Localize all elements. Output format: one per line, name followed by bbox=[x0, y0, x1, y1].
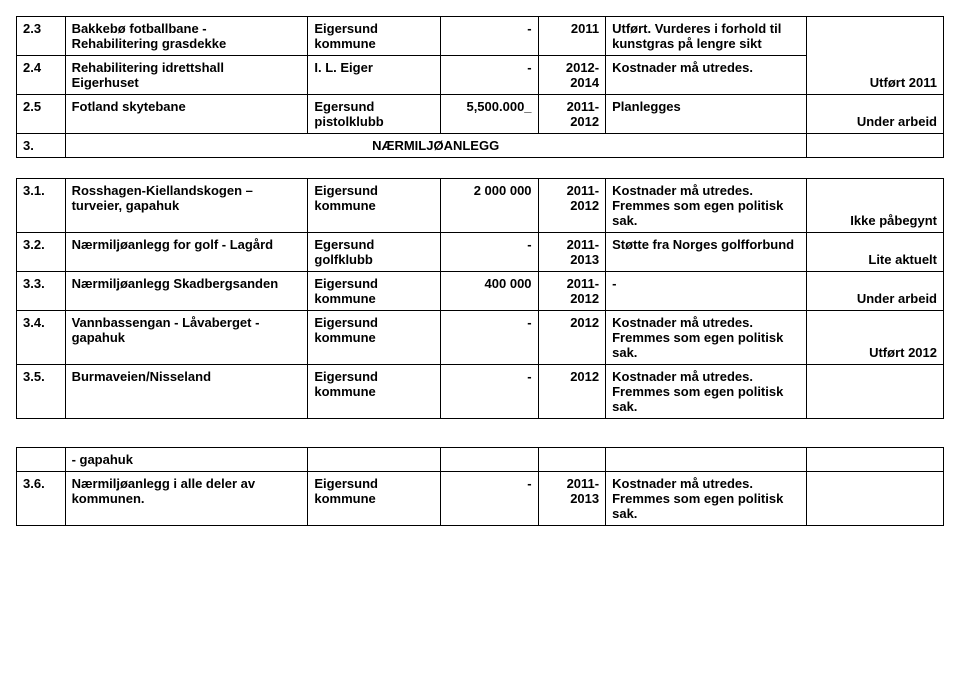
row-amt: - bbox=[441, 56, 538, 95]
row-status: Utført 2012 bbox=[806, 311, 943, 365]
row-org: Eigersund kommune bbox=[308, 472, 441, 526]
row-desc: Nærmiljøanlegg i alle deler av kommunen. bbox=[65, 472, 308, 526]
row-num: 3.4. bbox=[17, 311, 66, 365]
row-year: 2011-2012 bbox=[538, 95, 606, 134]
row-desc: Burmaveien/Nisseland bbox=[65, 365, 308, 419]
row-amt: 400 000 bbox=[441, 272, 538, 311]
row-note: Støtte fra Norges golfforbund bbox=[606, 233, 807, 272]
row-num: 3.1. bbox=[17, 179, 66, 233]
row-amt: - bbox=[441, 233, 538, 272]
row-amt: - bbox=[441, 365, 538, 419]
row-note: Kostnader må utredes. Fremmes som egen p… bbox=[606, 365, 807, 419]
row-org: Eigersund kommune bbox=[308, 179, 441, 233]
row-amt: - bbox=[441, 472, 538, 526]
row-year: 2011-2012 bbox=[538, 179, 606, 233]
row-year: 2012 bbox=[538, 365, 606, 419]
row-org: Eigersund kommune bbox=[308, 272, 441, 311]
row-status: Ikke påbegynt bbox=[806, 179, 943, 233]
table-row: 2.3 Bakkebø fotballbane - Rehabilitering… bbox=[17, 17, 944, 56]
row-org: Eigersund kommune bbox=[308, 311, 441, 365]
table-row: 3.4. Vannbassengan - Låvaberget - gapahu… bbox=[17, 311, 944, 365]
row-note: Kostnader må utredes. Fremmes som egen p… bbox=[606, 311, 807, 365]
table-row: 3.3. Nærmiljøanlegg Skadbergsanden Eiger… bbox=[17, 272, 944, 311]
row-year: 2011-2013 bbox=[538, 472, 606, 526]
table-row: 3.6. Nærmiljøanlegg i alle deler av komm… bbox=[17, 472, 944, 526]
table-row: 2.5 Fotland skytebane Egersund pistolklu… bbox=[17, 95, 944, 134]
row-num: 3.3. bbox=[17, 272, 66, 311]
row-desc: Rehabilitering idrettshall Eigerhuset bbox=[65, 56, 308, 95]
row-status: Lite aktuelt bbox=[806, 233, 943, 272]
row-desc: - gapahuk bbox=[65, 448, 308, 472]
table-row: 2.4 Rehabilitering idrettshall Eigerhuse… bbox=[17, 56, 944, 95]
row-desc: Bakkebø fotballbane - Rehabilitering gra… bbox=[65, 17, 308, 56]
row-note bbox=[606, 448, 807, 472]
row-status: Under arbeid bbox=[806, 272, 943, 311]
row-status bbox=[806, 472, 943, 526]
row-desc: Vannbassengan - Låvaberget - gapahuk bbox=[65, 311, 308, 365]
row-amt: - bbox=[441, 311, 538, 365]
row-note: - bbox=[606, 272, 807, 311]
row-org: Egersund pistolklubb bbox=[308, 95, 441, 134]
row-year: 2011-2012 bbox=[538, 272, 606, 311]
row-desc: Rosshagen-Kiellandskogen – turveier, gap… bbox=[65, 179, 308, 233]
row-num: 3.6. bbox=[17, 472, 66, 526]
table-row: - gapahuk bbox=[17, 448, 944, 472]
row-year: 2011 bbox=[538, 17, 606, 56]
table-gap bbox=[16, 419, 944, 447]
row-num: 3. bbox=[17, 134, 66, 158]
spacer bbox=[17, 158, 944, 179]
row-status bbox=[806, 365, 943, 419]
row-org bbox=[308, 448, 441, 472]
row-note: Kostnader må utredes. Fremmes som egen p… bbox=[606, 472, 807, 526]
row-amt: - bbox=[441, 17, 538, 56]
row-year bbox=[538, 448, 606, 472]
table-row: 3.1. Rosshagen-Kiellandskogen – turveier… bbox=[17, 179, 944, 233]
row-num: 2.4 bbox=[17, 56, 66, 95]
row-num: 2.5 bbox=[17, 95, 66, 134]
plan-table-1: 2.3 Bakkebø fotballbane - Rehabilitering… bbox=[16, 16, 944, 419]
row-year: 2011-2013 bbox=[538, 233, 606, 272]
row-note: Utført. Vurderes i forhold til kunstgras… bbox=[606, 17, 807, 56]
row-status: Under arbeid bbox=[806, 95, 943, 134]
row-org: Egersund golfklubb bbox=[308, 233, 441, 272]
row-org: I. L. Eiger bbox=[308, 56, 441, 95]
plan-table-2: - gapahuk 3.6. Nærmiljøanlegg i alle del… bbox=[16, 447, 944, 526]
row-amt bbox=[441, 448, 538, 472]
row-status bbox=[806, 448, 943, 472]
row-amt: 5,500.000_ bbox=[441, 95, 538, 134]
section-title: NÆRMILJØANLEGG bbox=[65, 134, 806, 158]
row-status: Utført 2011 bbox=[806, 17, 943, 95]
row-year: 2012-2014 bbox=[538, 56, 606, 95]
row-note: Kostnader må utredes. Fremmes som egen p… bbox=[606, 179, 807, 233]
row-desc: Fotland skytebane bbox=[65, 95, 308, 134]
table-section-row: 3. NÆRMILJØANLEGG bbox=[17, 134, 944, 158]
row-num: 3.2. bbox=[17, 233, 66, 272]
table-row: 3.2. Nærmiljøanlegg for golf - Lagård Eg… bbox=[17, 233, 944, 272]
table-row: 3.5. Burmaveien/Nisseland Eigersund komm… bbox=[17, 365, 944, 419]
row-num bbox=[17, 448, 66, 472]
row-amt: 2 000 000 bbox=[441, 179, 538, 233]
row-num: 3.5. bbox=[17, 365, 66, 419]
row-org: Eigersund kommune bbox=[308, 17, 441, 56]
row-num: 2.3 bbox=[17, 17, 66, 56]
row-org: Eigersund kommune bbox=[308, 365, 441, 419]
row-note: Kostnader må utredes. bbox=[606, 56, 807, 95]
row-desc: Nærmiljøanlegg Skadbergsanden bbox=[65, 272, 308, 311]
row-note: Planlegges bbox=[606, 95, 807, 134]
row-status bbox=[806, 134, 943, 158]
row-desc: Nærmiljøanlegg for golf - Lagård bbox=[65, 233, 308, 272]
row-year: 2012 bbox=[538, 311, 606, 365]
